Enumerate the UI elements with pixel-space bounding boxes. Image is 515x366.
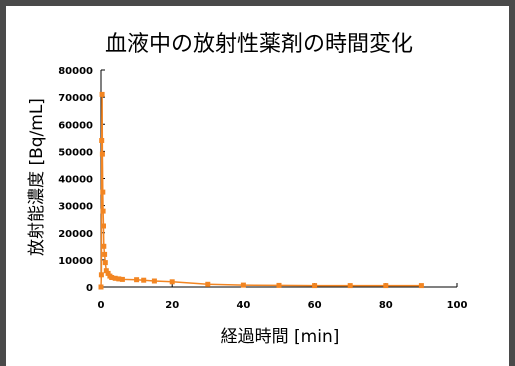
data-point <box>103 268 109 274</box>
x-axis-label: 経過時間 [min] <box>221 327 340 347</box>
y-tick-label: 0 <box>86 283 93 294</box>
data-point <box>205 281 211 287</box>
data-point <box>347 283 353 289</box>
x-tick-label: 80 <box>379 300 393 311</box>
data-point <box>99 151 105 157</box>
data-point <box>99 91 105 97</box>
y-tick-label: 50000 <box>58 147 93 158</box>
y-tick-label: 20000 <box>58 229 93 240</box>
x-tick-label: 0 <box>98 300 105 311</box>
data-point <box>383 283 389 289</box>
data-point <box>134 277 140 283</box>
data-point <box>100 208 106 214</box>
data-point <box>105 270 111 276</box>
y-axis-label: 放射能濃度 [Bq/mL] <box>27 98 47 256</box>
data-point <box>98 272 104 278</box>
y-tick-label: 70000 <box>58 93 93 104</box>
data-point <box>102 260 108 266</box>
chart-title: 血液中の放射性薬剤の時間変化 <box>105 32 413 57</box>
y-tick-label: 80000 <box>58 66 93 77</box>
data-point <box>141 277 147 283</box>
data-point <box>98 284 104 290</box>
data-point <box>169 279 175 285</box>
data-point <box>240 282 246 288</box>
data-point <box>276 282 282 288</box>
x-tick-label: 40 <box>236 300 250 311</box>
x-tick-label: 20 <box>165 300 179 311</box>
data-point <box>119 276 125 282</box>
data-point <box>102 251 108 257</box>
series-line <box>100 94 422 288</box>
data-point <box>116 276 122 282</box>
x-tick-label: 60 <box>308 300 322 311</box>
data-point <box>99 138 105 143</box>
data-point <box>112 275 118 281</box>
data-point <box>151 278 157 284</box>
data-point <box>101 223 106 229</box>
x-tick-label: 100 <box>447 300 468 311</box>
data-point <box>109 275 115 280</box>
y-tick-label: 60000 <box>58 120 93 131</box>
data-series <box>98 91 424 290</box>
y-axis-ticks: 0 10000 20000 30000 40000 50000 60000 70000 8000… <box>58 66 105 294</box>
data-point <box>312 283 318 289</box>
y-tick-label: 30000 <box>58 202 93 213</box>
y-tick-label: 10000 <box>58 256 93 267</box>
data-point <box>101 243 107 249</box>
data-point <box>100 189 106 195</box>
y-tick-label: 40000 <box>58 175 93 186</box>
data-point <box>418 283 424 289</box>
